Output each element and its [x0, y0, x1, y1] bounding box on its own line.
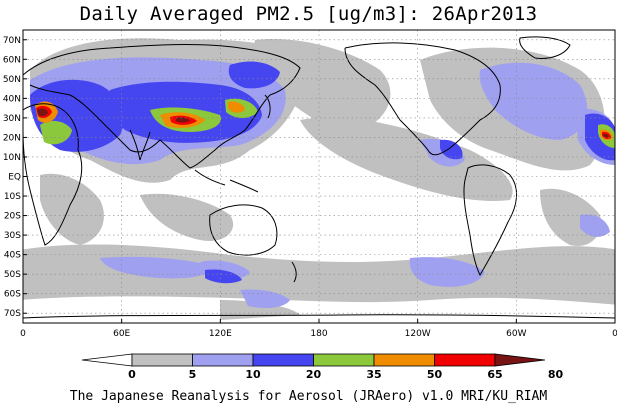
lat-tick-label: 60S	[4, 290, 21, 300]
lon-tick-label: 180	[310, 329, 327, 339]
lat-tick-label: 70N	[3, 36, 21, 46]
lat-tick-label: 50S	[4, 270, 21, 280]
lat-tick-label: 10N	[3, 153, 21, 163]
colorbar-label: 10	[245, 368, 261, 381]
lat-tick-label: 20N	[3, 133, 21, 143]
lon-tick-label: 0	[20, 329, 26, 339]
colorbar: 0 5 10 20 35 50 65 80	[81, 353, 564, 381]
pm25-field	[23, 36, 615, 320]
colorbar-box	[131, 353, 193, 367]
colorbar-box	[192, 353, 254, 367]
lon-tick-label: 120W	[405, 329, 431, 339]
lat-tick-label: 60N	[3, 55, 21, 65]
coastlines	[23, 36, 615, 319]
pm25-level-80	[37, 108, 609, 138]
lat-tick-label: EQ	[8, 173, 21, 183]
colorbar-box	[434, 353, 496, 367]
lat-tick-label: 10S	[4, 192, 21, 202]
colorbar-label: 0	[128, 368, 136, 381]
lon-tick-label: 120E	[209, 329, 232, 339]
colorbar-high-extend	[494, 353, 546, 367]
colorbar-label: 65	[487, 368, 502, 381]
lat-tick-label: 30N	[3, 114, 21, 124]
colorbar-label: 80	[548, 368, 564, 381]
lon-tick-label: 0	[612, 329, 617, 339]
colorbar-label: 20	[306, 368, 322, 381]
gridlines	[23, 30, 615, 323]
colorbar-low-extend	[81, 353, 133, 367]
colorbar-label: 50	[427, 368, 443, 381]
lat-tick-label: 40S	[4, 251, 21, 261]
colorbar-box	[252, 353, 314, 367]
lat-tick-label: 20S	[4, 212, 21, 222]
lat-tick-label: 40N	[3, 94, 21, 104]
colorbar-box	[313, 353, 375, 367]
lon-tick-label: 60W	[506, 329, 526, 339]
lat-tick-label: 30S	[4, 231, 21, 241]
lat-tick-label: 50N	[3, 75, 21, 85]
colorbar-label: 35	[366, 368, 381, 381]
lon-tick-label: 60E	[113, 329, 130, 339]
latitude-axis: 70N 60N 50N 40N 30N 20N 10N EQ 10S 20S 30S 40S 50S 60…	[3, 36, 27, 319]
colorbar-box	[373, 353, 435, 367]
longitude-axis: 0 60E 120E 180 120W 60W 0	[20, 319, 617, 339]
footer-credit: The Japanese Reanalysis for Aerosol (JRA…	[69, 389, 548, 404]
colorbar-label: 5	[189, 368, 197, 381]
lat-tick-label: 70S	[4, 309, 21, 319]
map-title: Daily Averaged PM2.5 [ug/m3]: 26Apr2013	[79, 3, 538, 25]
